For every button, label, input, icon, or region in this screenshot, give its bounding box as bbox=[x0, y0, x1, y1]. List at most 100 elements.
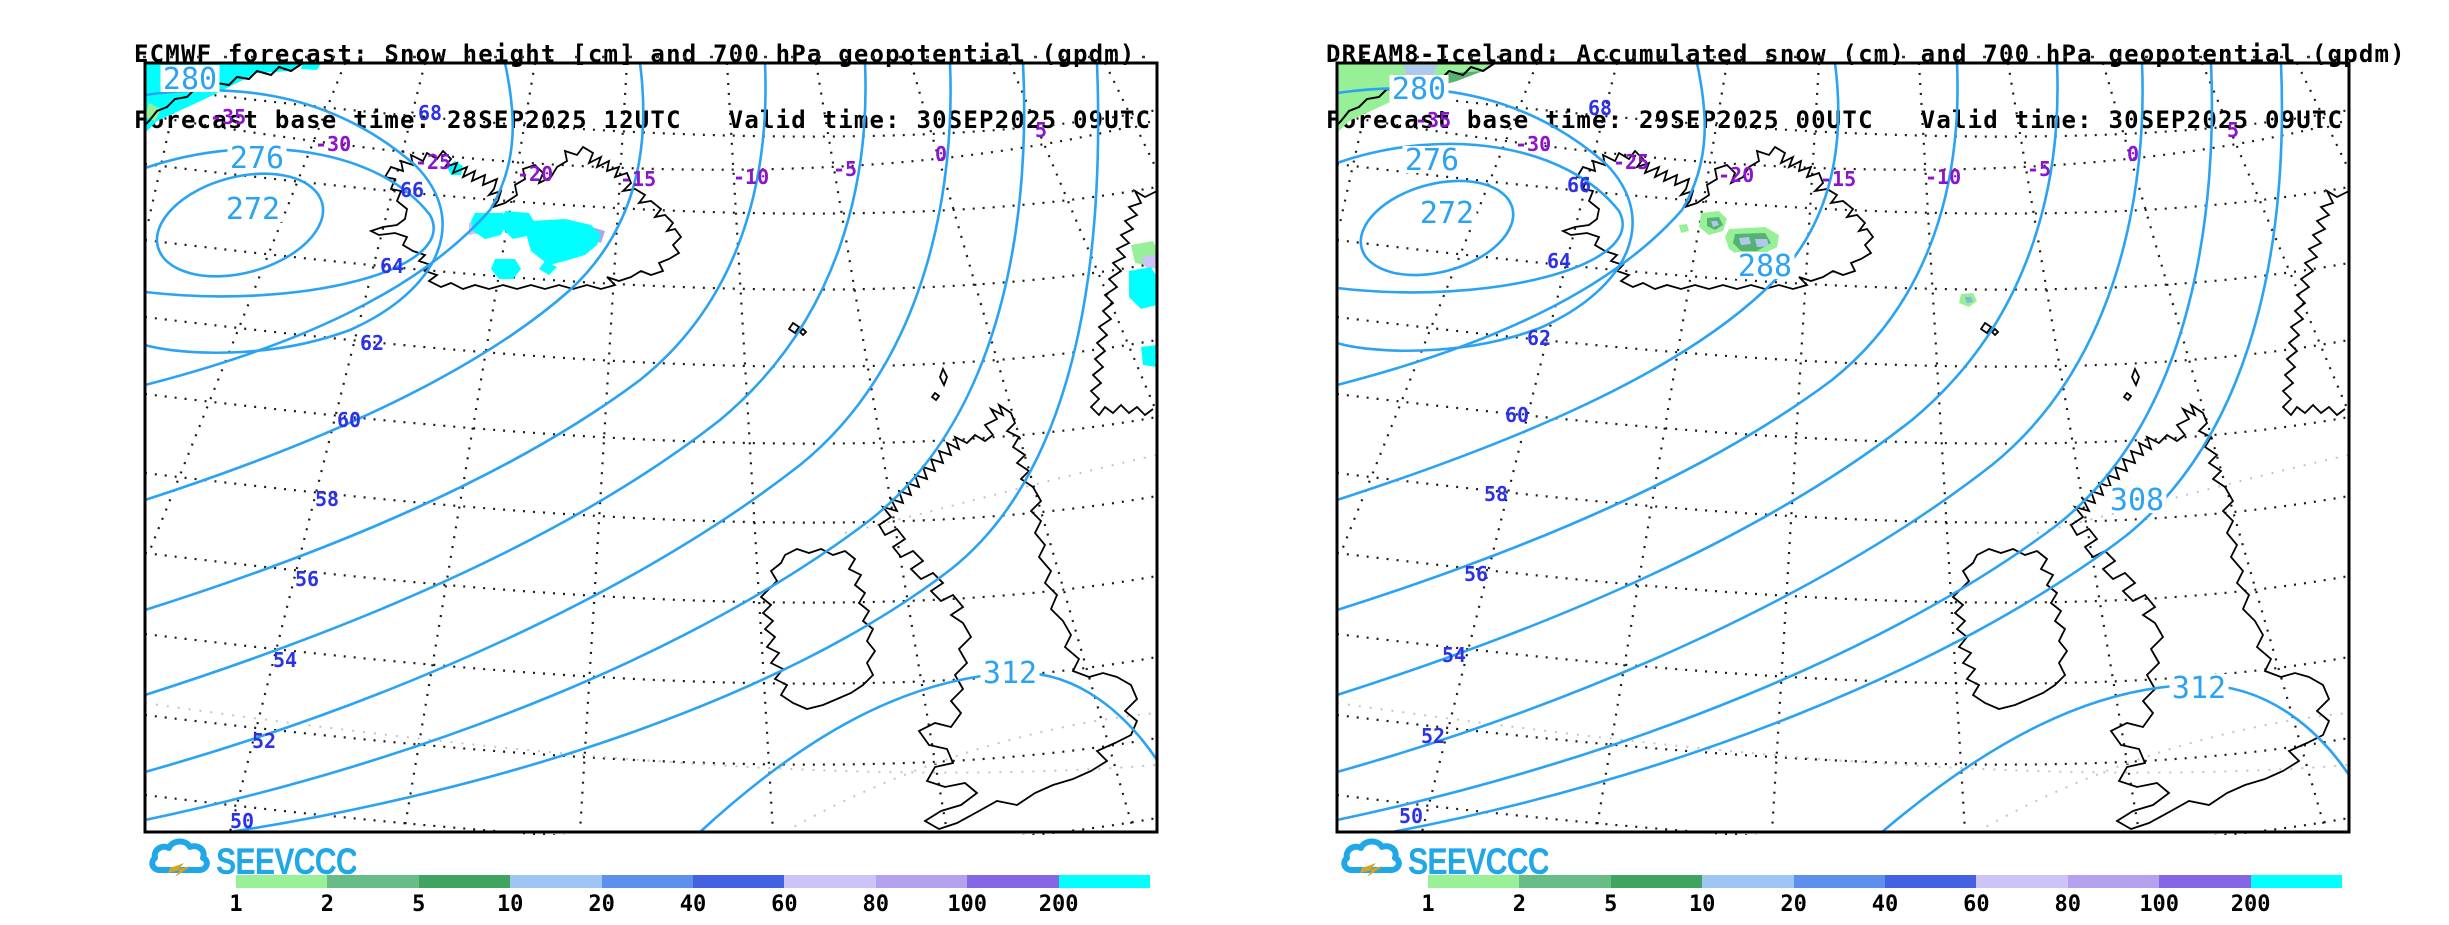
latitude-label: 56 bbox=[1464, 562, 1488, 586]
snow-patch bbox=[301, 63, 321, 70]
contour-label-chip bbox=[1417, 199, 1477, 226]
graticule-faint bbox=[844, 454, 1158, 534]
coast-shetland bbox=[930, 366, 948, 402]
graticule-meridian bbox=[814, 62, 949, 833]
contour-label: 280 bbox=[163, 62, 217, 97]
graticule-parallel bbox=[1336, 162, 2350, 215]
graticule-meridian bbox=[1594, 62, 1729, 833]
legend-segment bbox=[1058, 875, 1150, 888]
legend-segment bbox=[2067, 875, 2160, 888]
latitude-label: 54 bbox=[1442, 643, 1466, 667]
latitude-label: 52 bbox=[1421, 724, 1445, 748]
map-frame bbox=[143, 61, 1159, 834]
bolt-icon bbox=[1360, 863, 1383, 877]
snow-legend: 1 2 5 10 20 40 60 80 100 200 bbox=[130, 0, 1170, 917]
graticule-meridian bbox=[1420, 62, 1619, 833]
legend-segment bbox=[1885, 875, 1977, 888]
longitude-label: 5 bbox=[2227, 118, 2239, 142]
map-ecmwf: 28027627231268666462605856545250-35-30-2… bbox=[143, 55, 1159, 835]
contour-label: 276 bbox=[230, 141, 284, 176]
legend-segment bbox=[693, 875, 785, 888]
latitude-label: 64 bbox=[380, 254, 404, 278]
legend-value-label: 40 bbox=[1871, 892, 1899, 917]
geopotential-contour bbox=[1391, 62, 2284, 834]
geopotential-contour bbox=[144, 62, 952, 774]
graticule-meridian bbox=[2006, 62, 2141, 833]
latitude-label: 66 bbox=[1567, 173, 1591, 197]
graticule-meridian bbox=[1917, 62, 1967, 833]
legend-value-label: 100 bbox=[947, 892, 988, 917]
snow-patch bbox=[539, 261, 557, 275]
geopotential-contour bbox=[1336, 62, 2059, 697]
latitude-label: 58 bbox=[1484, 482, 1508, 506]
contour-label: 312 bbox=[983, 656, 1037, 691]
longitude-label: -30 bbox=[1515, 132, 1551, 156]
snow-patch bbox=[503, 211, 535, 239]
geopotential-contour bbox=[1336, 62, 2214, 822]
legend-value-label: 5 bbox=[412, 892, 426, 917]
coast-iceland bbox=[1560, 145, 1875, 290]
longitude-label: -10 bbox=[1925, 165, 1961, 189]
longitude-label: 5 bbox=[1035, 118, 1047, 142]
legend-value-label: 5 bbox=[1604, 892, 1618, 917]
bolt-icon bbox=[168, 863, 191, 877]
longitude-label: -35 bbox=[210, 105, 246, 129]
contour-label-chip bbox=[2169, 674, 2229, 701]
graticule-meridian bbox=[1008, 62, 1159, 414]
legend-value-label: 100 bbox=[2139, 892, 2180, 917]
contour-label: 308 bbox=[2110, 483, 2164, 518]
graticule-parallel bbox=[1336, 471, 2350, 524]
contour-label: 272 bbox=[1420, 196, 1474, 231]
legend-segment bbox=[967, 875, 1059, 888]
legend-segment bbox=[784, 875, 876, 888]
legend-segment bbox=[601, 875, 693, 888]
geopotential-contour bbox=[144, 88, 444, 354]
graticule-parallel bbox=[144, 793, 1158, 835]
longitude-label: -30 bbox=[315, 132, 351, 156]
legend-segment bbox=[236, 875, 328, 888]
latitude-label: 60 bbox=[337, 408, 361, 432]
graticule-faint bbox=[2036, 454, 2350, 534]
graticule-parallel bbox=[144, 713, 1158, 766]
contour-label-chip bbox=[2107, 486, 2167, 513]
legend-value-label: 80 bbox=[862, 892, 890, 917]
graticule-meridian bbox=[228, 62, 427, 833]
snow-patch bbox=[1129, 267, 1157, 309]
snow-legend: 1 2 5 10 20 40 60 80 100 200 bbox=[1322, 0, 2362, 917]
graticule-parallel bbox=[1336, 113, 2350, 171]
coast-ireland bbox=[1951, 548, 2069, 710]
legend-value-label: 20 bbox=[1780, 892, 1807, 917]
graticule-parallel bbox=[1336, 315, 2350, 368]
map-frame bbox=[1335, 61, 2351, 834]
graticule-meridian bbox=[2200, 62, 2351, 414]
cloud-icon bbox=[1341, 838, 1402, 877]
graticule-parallel bbox=[1336, 392, 2350, 445]
geopotential-contour bbox=[699, 671, 1159, 833]
latitude-label: 60 bbox=[1505, 403, 1529, 427]
latitude-label: 50 bbox=[230, 809, 254, 833]
latitude-label: 62 bbox=[360, 331, 384, 355]
snow-patch bbox=[145, 103, 161, 121]
contour-label: 276 bbox=[1405, 143, 1459, 178]
legend-segment bbox=[1428, 875, 1520, 888]
graticule-faint bbox=[784, 712, 1158, 833]
latitude-label: 68 bbox=[1588, 96, 1612, 120]
longitude-label: -35 bbox=[1415, 108, 1451, 132]
legend-segment bbox=[875, 875, 968, 888]
contour-label: 280 bbox=[1392, 72, 1446, 107]
graticule-parallel bbox=[144, 392, 1158, 445]
cloud-shape bbox=[149, 838, 210, 873]
snow-patch bbox=[1679, 224, 1689, 233]
coast-great-britain bbox=[877, 402, 1139, 830]
cloud-shape bbox=[1341, 838, 1402, 873]
graticule-parallel bbox=[1336, 85, 2350, 138]
graticule-meridian bbox=[1770, 62, 1821, 833]
graticule-parallel bbox=[144, 315, 1158, 368]
snow-patch bbox=[1739, 237, 1751, 245]
longitude-label: -5 bbox=[2027, 157, 2051, 181]
latitude-label: 66 bbox=[400, 178, 424, 202]
geopotential-contour bbox=[144, 62, 1026, 822]
coast-shetland bbox=[2122, 366, 2140, 402]
longitude-label: -10 bbox=[733, 165, 769, 189]
panel-dream8: DREAM8-Iceland: Accumulated snow (cm) an… bbox=[1322, 0, 2405, 925]
